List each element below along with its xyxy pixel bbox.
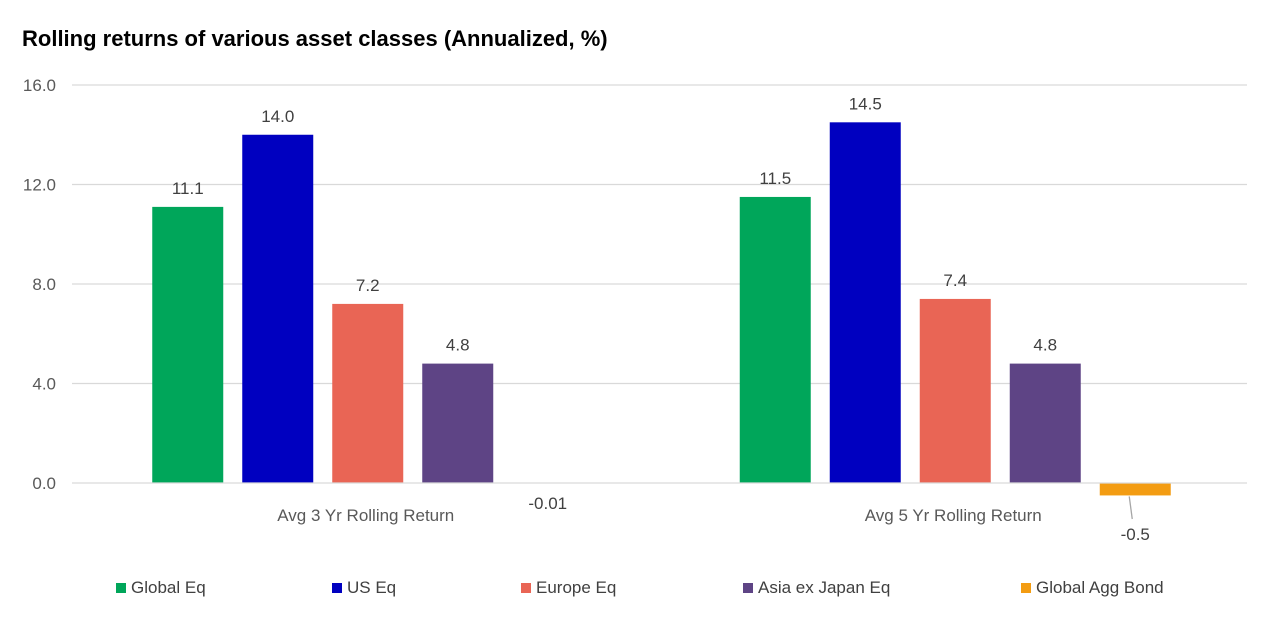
legend-label: US Eq [347, 578, 397, 597]
data-label: 4.8 [1033, 336, 1057, 355]
bar [1099, 483, 1171, 496]
chart-legend: Global Eq US Eq Europe Eq Asia ex Japan Eq G… [0, 578, 1264, 602]
data-label: 14.0 [261, 107, 294, 126]
legend-item: Global Agg Bond [1021, 578, 1164, 598]
data-label: 7.4 [943, 271, 967, 290]
data-label: 7.2 [356, 276, 380, 295]
data-label: 11.5 [759, 169, 791, 188]
y-tick-label: 0.0 [32, 474, 56, 493]
bar [242, 134, 314, 483]
data-label-leader [1128, 496, 1133, 520]
legend-item: Asia ex Japan Eq [743, 578, 890, 598]
data-label: 11.1 [172, 179, 204, 198]
bar [739, 196, 811, 483]
bar [919, 298, 991, 483]
legend-label: Asia ex Japan Eq [758, 578, 891, 597]
y-tick-label: 8.0 [32, 275, 56, 294]
bar [1009, 363, 1081, 483]
legend-item: US Eq [332, 578, 396, 598]
y-tick-label: 16.0 [23, 76, 56, 95]
bar [152, 206, 224, 483]
y-tick-label: 4.0 [32, 375, 56, 394]
x-tick-label: Avg 5 Yr Rolling Return [865, 506, 1042, 525]
legend-label: Europe Eq [536, 578, 617, 597]
bar [829, 122, 901, 483]
legend-swatch [332, 583, 342, 593]
bar [422, 363, 494, 483]
data-label: -0.01 [528, 494, 567, 513]
legend-label: Global Eq [131, 578, 206, 597]
legend-swatch [116, 583, 126, 593]
legend-swatch [743, 583, 753, 593]
legend-item: Europe Eq [521, 578, 616, 598]
data-label: 14.5 [849, 94, 882, 113]
data-label: -0.5 [1121, 525, 1150, 544]
legend-swatch [521, 583, 531, 593]
x-tick-label: Avg 3 Yr Rolling Return [277, 506, 454, 525]
y-tick-label: 12.0 [23, 176, 56, 195]
legend-swatch [1021, 583, 1031, 593]
legend-label: Global Agg Bond [1036, 578, 1164, 597]
data-label: 4.8 [446, 336, 470, 355]
chart-title: Rolling returns of various asset classes… [22, 26, 608, 51]
bar [332, 303, 404, 483]
bar-chart: 0.0 4.0 8.0 12.0 16.0 11.1 14.0 7.2 4.8 -0.01 11.5… [23, 76, 1247, 544]
legend-item: Global Eq [116, 578, 206, 598]
